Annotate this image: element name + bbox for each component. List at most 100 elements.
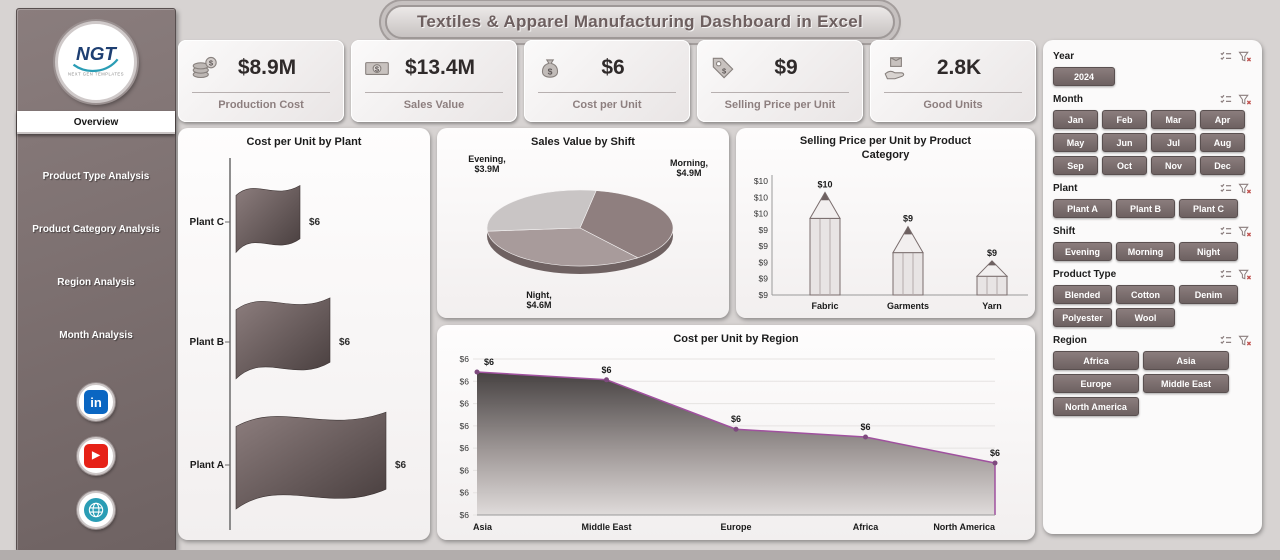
filter-product-type-polyester[interactable]: Polyester: [1053, 308, 1112, 327]
multiselect-icon[interactable]: [1219, 334, 1233, 347]
svg-text:$6: $6: [460, 465, 470, 475]
svg-text:$6: $6: [990, 448, 1000, 458]
filter-product-type-cotton[interactable]: Cotton: [1116, 285, 1175, 304]
kpi-divider: [884, 92, 1022, 93]
youtube-icon[interactable]: ▶: [77, 437, 115, 475]
filter-shift-night[interactable]: Night: [1179, 242, 1238, 261]
filter-label-plant: Plant: [1053, 183, 1078, 194]
dashboard-title-text: Textiles & Apparel Manufacturing Dashboa…: [416, 12, 864, 31]
filter-month-sep[interactable]: Sep: [1053, 156, 1098, 175]
clear-filter-icon[interactable]: [1238, 334, 1252, 347]
filter-shift-evening[interactable]: Evening: [1053, 242, 1112, 261]
multiselect-icon[interactable]: [1219, 182, 1233, 195]
sidebar-item-product-category-analysis[interactable]: Product Category Analysis: [32, 224, 160, 235]
kpi-top: 2.8K: [878, 47, 1028, 89]
filter-label-year: Year: [1053, 51, 1075, 62]
filter-label-month: Month: [1053, 94, 1083, 105]
kpi-divider: [711, 92, 849, 93]
kpi-divider: [365, 92, 503, 93]
filter-icons: [1219, 225, 1252, 238]
linkedin-icon[interactable]: in: [77, 383, 115, 421]
svg-text:$4.9M: $4.9M: [676, 168, 701, 178]
sidebar-item-overview[interactable]: Overview: [17, 111, 175, 134]
filter-product-type-wool[interactable]: Wool: [1116, 308, 1175, 327]
svg-text:$6: $6: [460, 421, 470, 431]
filter-year-2024[interactable]: 2024: [1053, 67, 1115, 86]
chart-cost-per-unit-by-plant: Cost per Unit by Plant Plant C $6 Plant B $…: [178, 128, 430, 540]
filter-icons: [1219, 93, 1252, 106]
filter-label-region: Region: [1053, 335, 1087, 346]
filter-header: Shift: [1053, 225, 1252, 238]
clear-filter-icon[interactable]: [1238, 225, 1252, 238]
svg-text:$6: $6: [460, 376, 470, 386]
multiselect-icon[interactable]: [1219, 93, 1233, 106]
kpi-label: Good Units: [923, 99, 983, 111]
filter-panel: Year 2024 Month Jan Feb Mar Apr May Jun Jul Aug Sep…: [1043, 40, 1262, 534]
sidebar-item-region-analysis[interactable]: Region Analysis: [57, 277, 135, 288]
svg-text:$9: $9: [903, 213, 913, 223]
sidebar-item-product-type-analysis[interactable]: Product Type Analysis: [42, 171, 150, 182]
pie-slice-morning: [579, 190, 674, 258]
filter-plant-plant-b[interactable]: Plant B: [1116, 199, 1175, 218]
clear-filter-icon[interactable]: [1238, 268, 1252, 281]
kpi-label: Cost per Unit: [572, 99, 642, 111]
clear-filter-icon[interactable]: [1238, 93, 1252, 106]
area-fill: [477, 371, 995, 515]
filter-month-aug[interactable]: Aug: [1200, 133, 1245, 152]
filter-product-type-blended[interactable]: Blended: [1053, 285, 1112, 304]
svg-text:Middle East: Middle East: [581, 522, 631, 532]
pie-slice-night: [486, 227, 639, 267]
filter-plant-plant-a[interactable]: Plant A: [1053, 199, 1112, 218]
filter-month-may[interactable]: May: [1053, 133, 1098, 152]
filter-group-region: Region Africa Asia Europe Middle East North A…: [1053, 334, 1252, 416]
kpi-row: $ $8.9M Production Cost $ $13.4M Sales Value $…: [178, 40, 1036, 122]
filter-region-middle-east[interactable]: Middle East: [1143, 374, 1229, 393]
filter-shift-morning[interactable]: Morning: [1116, 242, 1175, 261]
svg-text:$10: $10: [754, 176, 768, 186]
svg-text:Asia: Asia: [473, 522, 493, 532]
multiselect-icon[interactable]: [1219, 50, 1233, 63]
kpi-top: $ $13.4M: [359, 47, 509, 89]
filter-plant-plant-c[interactable]: Plant C: [1179, 199, 1238, 218]
kpi-value: $9: [774, 56, 798, 79]
multiselect-icon[interactable]: [1219, 268, 1233, 281]
bottom-strip: [0, 550, 1280, 560]
filter-month-dec[interactable]: Dec: [1200, 156, 1245, 175]
sidebar-item-month-analysis[interactable]: Month Analysis: [59, 330, 133, 341]
kpi-card-production-cost: $ $8.9M Production Cost: [178, 40, 344, 122]
sidebar-nav: Overview Product Type Analysis Product Cat…: [17, 111, 175, 379]
clear-filter-icon[interactable]: [1238, 50, 1252, 63]
svg-text:$6: $6: [484, 357, 494, 367]
filter-month-jul[interactable]: Jul: [1151, 133, 1196, 152]
filter-icons: [1219, 268, 1252, 281]
filter-month-feb[interactable]: Feb: [1102, 110, 1147, 129]
filter-month-oct[interactable]: Oct: [1102, 156, 1147, 175]
filter-month-apr[interactable]: Apr: [1200, 110, 1245, 129]
kpi-card-good-units: 2.8K Good Units: [870, 40, 1036, 122]
svg-text:Plant C: Plant C: [190, 217, 224, 228]
svg-text:$9: $9: [759, 290, 769, 300]
filter-group-month: Month Jan Feb Mar Apr May Jun Jul Aug Sep Oct Nov De…: [1053, 93, 1252, 175]
clear-filter-icon[interactable]: [1238, 182, 1252, 195]
filter-month-mar[interactable]: Mar: [1151, 110, 1196, 129]
website-icon[interactable]: [77, 491, 115, 529]
filter-month-nov[interactable]: Nov: [1151, 156, 1196, 175]
kpi-value: $13.4M: [404, 56, 476, 79]
svg-text:$6: $6: [460, 510, 470, 520]
filter-region-north-america[interactable]: North America: [1053, 397, 1139, 416]
svg-text:$6: $6: [731, 414, 741, 424]
multiselect-icon[interactable]: [1219, 225, 1233, 238]
filter-label-shift: Shift: [1053, 226, 1076, 237]
pencil-bar-chart: $10 $10 $10 $9 $9 $9 $9 $9 $10 Fabric $9 Garments $9…: [754, 174, 1028, 311]
svg-text:$6: $6: [395, 460, 407, 471]
svg-text:Europe: Europe: [720, 522, 751, 532]
filter-product-type-denim[interactable]: Denim: [1179, 285, 1238, 304]
filter-month-jan[interactable]: Jan: [1053, 110, 1098, 129]
kpi-value: 2.8K: [936, 56, 982, 79]
filter-month-jun[interactable]: Jun: [1102, 133, 1147, 152]
filter-region-europe[interactable]: Europe: [1053, 374, 1139, 393]
pencil-bar-fabric: [809, 217, 841, 295]
filter-region-asia[interactable]: Asia: [1143, 351, 1229, 370]
filter-region-africa[interactable]: Africa: [1053, 351, 1139, 370]
